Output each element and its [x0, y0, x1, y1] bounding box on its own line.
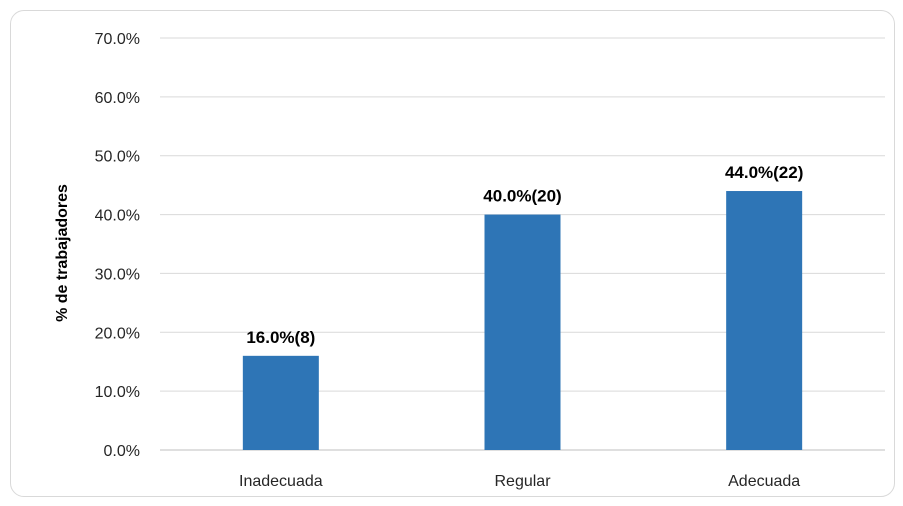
- y-tick-label: 30.0%: [95, 266, 140, 283]
- bar: [242, 355, 319, 450]
- y-axis-label: % de trabajadores: [54, 184, 71, 322]
- y-tick-label: 60.0%: [95, 90, 140, 107]
- y-tick-label: 50.0%: [95, 149, 140, 166]
- y-tick-label: 0.0%: [104, 443, 140, 460]
- y-tick-label: 20.0%: [95, 325, 140, 342]
- y-tick-labels: 0.0% 10.0% 20.0% 30.0% 40.0% 50.0% 60.0% 70.0%: [95, 31, 140, 460]
- data-label: 40.0%(20): [483, 187, 561, 206]
- bar: [484, 214, 561, 450]
- x-tick-label: Adecuada: [728, 473, 800, 490]
- y-tick-label: 40.0%: [95, 208, 140, 225]
- bars: [242, 191, 803, 450]
- x-tick-label: Regular: [494, 473, 551, 490]
- y-tick-label: 70.0%: [95, 31, 140, 48]
- category-labels: Inadecuada Regular Adecuada: [239, 473, 800, 490]
- y-tick-label: 10.0%: [95, 384, 140, 401]
- bar: [726, 191, 803, 450]
- data-label: 44.0%(22): [725, 163, 803, 182]
- x-tick-label: Inadecuada: [239, 473, 323, 490]
- data-labels: 16.0%(8) 40.0%(20) 44.0%(22): [246, 163, 803, 347]
- data-label: 16.0%(8): [246, 328, 315, 347]
